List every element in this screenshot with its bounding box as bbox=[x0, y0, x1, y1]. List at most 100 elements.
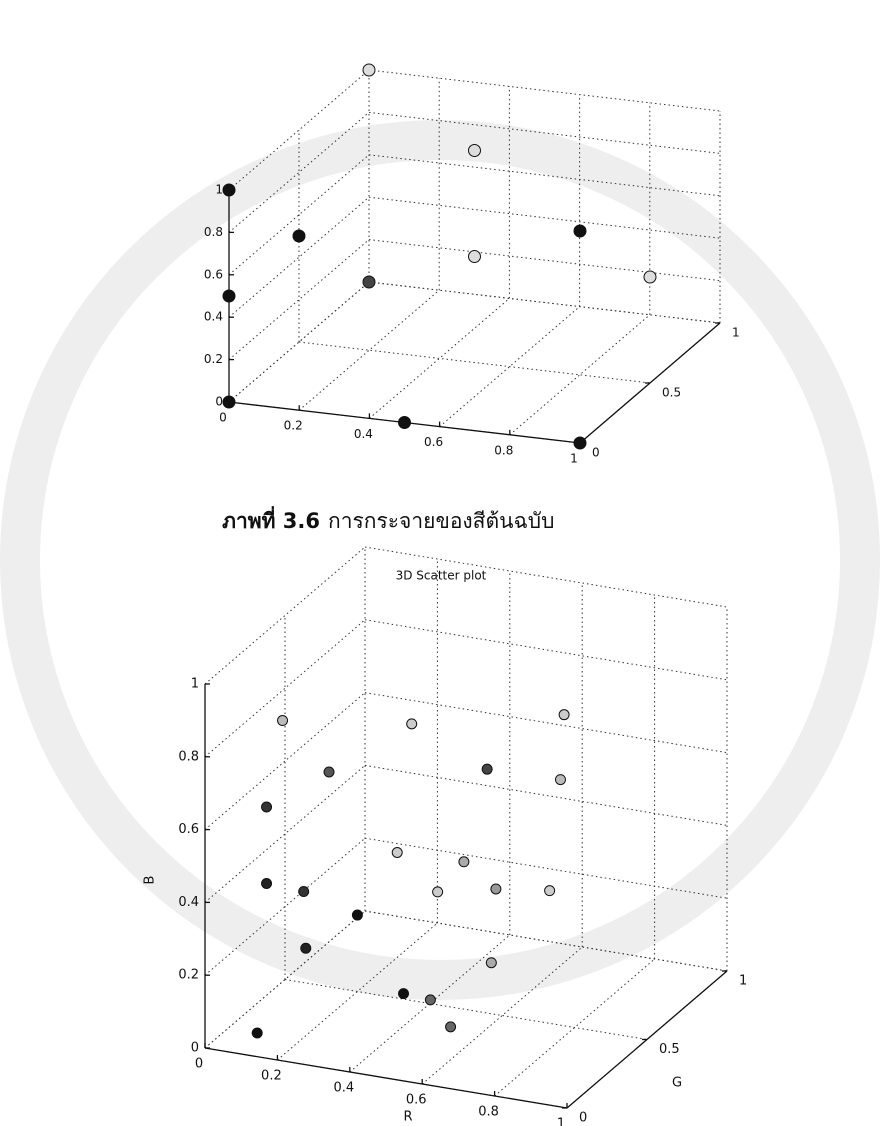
y-tick-label: 1 bbox=[732, 326, 740, 340]
grid-line bbox=[204, 546, 366, 685]
z-tick-label: 0.6 bbox=[204, 267, 223, 281]
z-tick-label: 0.8 bbox=[204, 225, 223, 239]
point bbox=[398, 416, 411, 429]
x-tick-label: 0.8 bbox=[494, 443, 513, 457]
z-tick-label: 0.6 bbox=[178, 822, 199, 837]
grid-line bbox=[368, 69, 721, 112]
x-tick-label: 0.8 bbox=[478, 1105, 499, 1120]
grid-line bbox=[364, 619, 728, 681]
grid-line bbox=[228, 154, 370, 276]
point bbox=[292, 229, 306, 243]
point bbox=[362, 275, 376, 289]
point bbox=[406, 718, 418, 730]
point bbox=[261, 877, 273, 889]
grid-line bbox=[368, 111, 721, 154]
point bbox=[222, 395, 236, 409]
grid-line bbox=[204, 910, 366, 1049]
point bbox=[277, 715, 289, 727]
z-tick-label: 0.4 bbox=[178, 895, 199, 910]
caption-text: การกระจายของสีต้นฉบับ bbox=[328, 509, 554, 533]
grid-line bbox=[369, 298, 510, 419]
grid-line bbox=[368, 154, 721, 197]
point bbox=[424, 994, 436, 1006]
x-tick-label: 0.2 bbox=[261, 1069, 282, 1084]
x-tick-label: 0.4 bbox=[354, 427, 373, 441]
point bbox=[481, 763, 493, 775]
point bbox=[391, 847, 403, 858]
grid-line bbox=[421, 946, 583, 1085]
x-tick-label: 0.4 bbox=[333, 1081, 354, 1096]
y-axis-label: G bbox=[672, 1076, 682, 1091]
grid-line bbox=[368, 239, 721, 282]
point bbox=[573, 436, 587, 450]
z-tick-label: 0 bbox=[215, 395, 223, 409]
z-tick-label: 0 bbox=[191, 1041, 199, 1056]
x-tick-label: 1 bbox=[570, 452, 578, 466]
z-tick-label: 0.4 bbox=[204, 310, 223, 324]
grid-line bbox=[298, 289, 440, 411]
x-axis-label: R bbox=[403, 1110, 412, 1125]
grid-line bbox=[368, 196, 721, 239]
point bbox=[490, 883, 502, 895]
grid-line bbox=[228, 281, 370, 403]
point bbox=[261, 801, 273, 813]
grid-line bbox=[228, 112, 370, 233]
x-tick-label: 0 bbox=[195, 1057, 203, 1072]
point bbox=[468, 250, 481, 263]
point bbox=[222, 183, 236, 197]
point bbox=[323, 766, 335, 778]
point bbox=[222, 289, 236, 303]
point bbox=[432, 886, 444, 898]
y-tick-label: 0.5 bbox=[659, 1042, 680, 1057]
point bbox=[251, 1027, 263, 1039]
grid-line bbox=[228, 69, 370, 191]
z-tick-label: 1 bbox=[191, 677, 199, 692]
grid-line bbox=[228, 196, 370, 318]
point bbox=[485, 957, 497, 969]
y-tick-label: 1 bbox=[739, 974, 747, 989]
grid-line bbox=[494, 958, 655, 1097]
x-tick-label: 0 bbox=[219, 411, 227, 425]
caption-label: ภาพที่ 3.6 bbox=[222, 505, 320, 533]
grid-line bbox=[277, 922, 438, 1061]
grid-line bbox=[364, 692, 728, 754]
y-tick-label: 0 bbox=[579, 1111, 587, 1126]
y-tick-label: 0 bbox=[592, 446, 600, 460]
watermark bbox=[0, 120, 880, 1000]
x-tick-label: 0.2 bbox=[284, 419, 303, 433]
grid-line bbox=[204, 619, 366, 758]
grid-line bbox=[204, 692, 366, 830]
grid-line bbox=[204, 765, 366, 903]
z-tick-label: 1 bbox=[215, 183, 223, 197]
point bbox=[298, 886, 310, 898]
grid-line bbox=[364, 764, 728, 826]
point bbox=[362, 63, 376, 77]
x-tick-label: 0.6 bbox=[424, 435, 443, 449]
grid-line bbox=[439, 306, 580, 427]
point bbox=[458, 856, 470, 868]
point bbox=[643, 270, 657, 284]
y-tick-label: 0.5 bbox=[662, 386, 681, 400]
point bbox=[558, 709, 570, 721]
grid-line bbox=[204, 837, 366, 976]
point bbox=[468, 144, 481, 157]
grid-line bbox=[349, 934, 511, 1073]
grid-line bbox=[509, 314, 651, 436]
z-tick-label: 0.2 bbox=[204, 352, 223, 366]
grid-line bbox=[298, 341, 651, 384]
point bbox=[300, 942, 312, 954]
grid-line bbox=[368, 281, 721, 324]
x-tick-label: 1 bbox=[557, 1117, 565, 1126]
z-tick-label: 0.8 bbox=[178, 749, 199, 764]
z-axis-label: B bbox=[143, 876, 158, 885]
x-tick-label: 0.6 bbox=[406, 1093, 427, 1108]
point bbox=[445, 1021, 457, 1033]
point bbox=[573, 224, 587, 238]
grid-line bbox=[228, 239, 370, 360]
point bbox=[544, 885, 556, 897]
x-axis bbox=[204, 1047, 568, 1109]
point bbox=[398, 988, 410, 1000]
z-tick-label: 0.2 bbox=[178, 968, 199, 983]
point bbox=[554, 774, 566, 786]
